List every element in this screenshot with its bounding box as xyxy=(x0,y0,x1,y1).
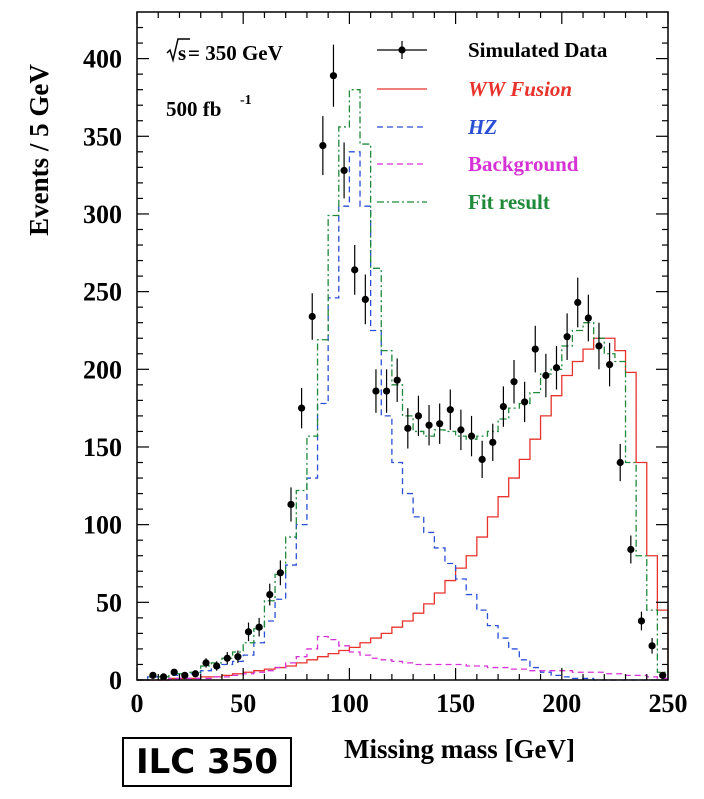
x-tick-label: 250 xyxy=(649,689,688,718)
data-point xyxy=(510,378,518,386)
energy-annotation: s = 350 GeV xyxy=(166,38,283,65)
y-tick-label: 200 xyxy=(83,355,122,384)
data-point xyxy=(181,671,189,679)
data-point xyxy=(213,662,221,670)
data-point xyxy=(276,569,284,577)
data-point xyxy=(223,654,231,662)
data-point xyxy=(404,424,412,432)
sqrt-symbol xyxy=(166,38,190,63)
data-point xyxy=(521,398,529,406)
data-point xyxy=(149,671,157,679)
data-point xyxy=(616,458,624,467)
data-point xyxy=(202,659,210,667)
y-tick-label: 400 xyxy=(83,45,122,74)
data-point xyxy=(574,298,582,307)
data-point xyxy=(531,345,539,353)
legend-label: Fit result xyxy=(468,190,550,214)
series-background xyxy=(137,635,668,681)
x-tick-label: 200 xyxy=(542,689,581,718)
data-point xyxy=(287,500,295,509)
data-point xyxy=(627,545,635,554)
data-point xyxy=(170,668,178,676)
energy-text: = 350 GeV xyxy=(188,41,283,65)
data-point xyxy=(499,402,507,411)
data-point xyxy=(489,438,497,446)
y-tick-label: 250 xyxy=(83,278,122,307)
series-ww-fusion xyxy=(137,337,669,681)
data-point xyxy=(340,166,348,175)
data-point xyxy=(308,312,316,321)
legend-label: HZ xyxy=(467,115,497,139)
data-point xyxy=(467,432,476,440)
y-axis-title: Events / 5 GeV xyxy=(24,64,54,236)
data-point xyxy=(436,420,444,428)
data-point xyxy=(659,671,667,679)
data-point xyxy=(298,404,306,412)
labels-layer: 0 50 100 150 200 250 0 50 100 150 200 250 300 350 400 xyxy=(83,45,688,718)
y-tick-label: 150 xyxy=(83,433,122,462)
data-point xyxy=(191,670,200,678)
data-point xyxy=(319,142,327,150)
detector-label: ILC 350 xyxy=(122,737,292,787)
series-layer xyxy=(137,44,669,681)
data-point xyxy=(329,72,338,80)
y-tick-label: 0 xyxy=(109,666,122,695)
y-tick-label: 350 xyxy=(83,122,122,151)
legend: Simulated Data WW Fusion HZ Background Fit r… xyxy=(377,38,608,214)
data-point xyxy=(244,628,253,636)
data-point xyxy=(542,371,550,380)
x-tick-label: 50 xyxy=(230,689,256,718)
series-fit-result xyxy=(137,89,668,681)
y-tick-label: 100 xyxy=(83,511,122,540)
data-point xyxy=(361,295,369,303)
data-point xyxy=(234,653,242,661)
x-tick-label: 100 xyxy=(330,689,369,718)
luminosity-text: 500 fb xyxy=(166,97,221,121)
data-point xyxy=(457,426,465,434)
data-point xyxy=(563,333,571,341)
data-point xyxy=(372,387,380,395)
legend-label: WW Fusion xyxy=(468,77,572,101)
legend-marker-point xyxy=(398,46,406,54)
luminosity-sup: -1 xyxy=(240,93,252,108)
x-tick-label: 0 xyxy=(131,689,144,718)
data-point xyxy=(584,314,592,322)
data-point xyxy=(552,364,561,372)
plot-frame xyxy=(136,11,669,681)
x-tick-label: 150 xyxy=(436,689,475,718)
luminosity-annotation: 500 fb -1 xyxy=(166,93,252,121)
data-point xyxy=(351,266,359,274)
data-point xyxy=(382,387,391,395)
y-tick-label: 50 xyxy=(96,588,122,617)
data-point xyxy=(595,342,603,350)
y-tick-label: 300 xyxy=(83,200,122,229)
data-point xyxy=(648,642,656,650)
data-point xyxy=(255,623,263,631)
axes-layer xyxy=(136,11,669,681)
data-point xyxy=(159,673,168,681)
data-point xyxy=(266,590,274,599)
series-hz xyxy=(137,151,668,681)
legend-label: Background xyxy=(468,152,579,176)
data-point xyxy=(425,421,433,429)
data-point xyxy=(637,617,646,625)
legend-label: Simulated Data xyxy=(468,38,608,62)
data-point xyxy=(478,455,486,464)
sqrt-s-text: s xyxy=(178,41,186,65)
data-point xyxy=(446,406,454,414)
data-point xyxy=(605,361,614,369)
x-axis-title: Missing mass [GeV] xyxy=(344,734,575,764)
data-point xyxy=(393,376,401,384)
data-point xyxy=(414,412,423,420)
